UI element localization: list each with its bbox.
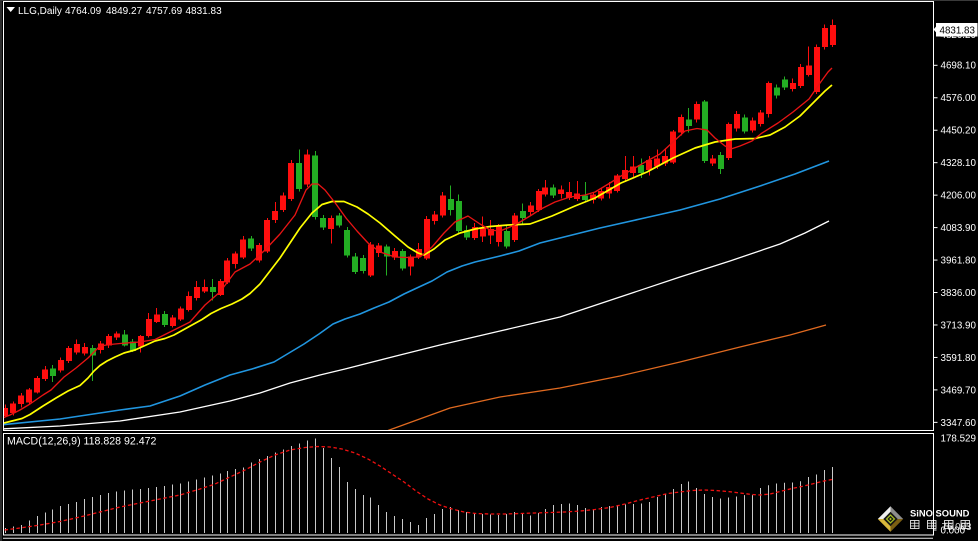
svg-text:3961.80: 3961.80 <box>941 255 977 266</box>
svg-text:3347.60: 3347.60 <box>941 418 977 429</box>
svg-text:3713.90: 3713.90 <box>941 320 977 331</box>
svg-text:4831.83: 4831.83 <box>186 6 223 17</box>
svg-text:4328.10: 4328.10 <box>941 158 977 169</box>
svg-text:4757.69: 4757.69 <box>146 6 183 17</box>
svg-text:76.003: 76.003 <box>942 522 973 533</box>
svg-text:SiNO SOUND: SiNO SOUND <box>910 508 970 519</box>
svg-text:4576.00: 4576.00 <box>941 93 977 104</box>
svg-text:3469.70: 3469.70 <box>941 385 977 396</box>
svg-text:4450.20: 4450.20 <box>941 126 977 137</box>
svg-text:0.000: 0.000 <box>941 526 966 537</box>
svg-text:3591.80: 3591.80 <box>941 353 977 364</box>
svg-text:4083.90: 4083.90 <box>941 223 977 234</box>
svg-text:3836.00: 3836.00 <box>941 288 977 299</box>
svg-text:4849.27: 4849.27 <box>106 6 143 17</box>
svg-text:MACD(12,26,9) 118.828 92.472: MACD(12,26,9) 118.828 92.472 <box>7 436 156 448</box>
svg-text:4206.00: 4206.00 <box>941 191 977 202</box>
svg-text:4764.09: 4764.09 <box>65 6 102 17</box>
svg-text:LLG,Daily: LLG,Daily <box>18 6 62 17</box>
svg-text:4698.10: 4698.10 <box>941 61 977 72</box>
svg-text:4831.83: 4831.83 <box>940 25 976 36</box>
svg-text:178.529: 178.529 <box>941 434 976 445</box>
